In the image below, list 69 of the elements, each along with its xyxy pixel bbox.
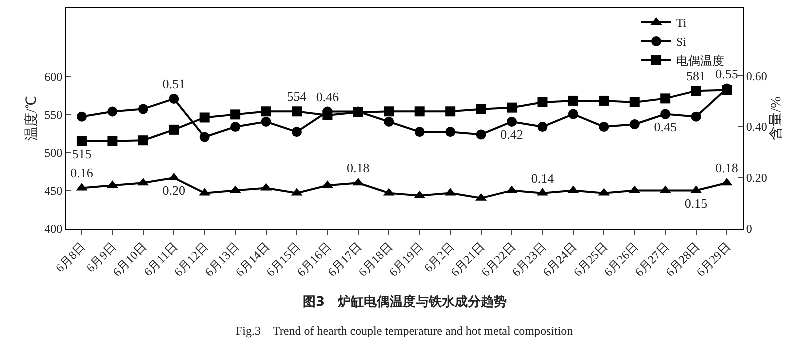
point bbox=[230, 122, 241, 132]
data-label: 581 bbox=[686, 68, 706, 84]
data-label: 0.45 bbox=[654, 119, 677, 134]
data-label: 0.16 bbox=[70, 166, 94, 181]
point bbox=[292, 127, 302, 138]
legend-label: Si bbox=[676, 35, 688, 50]
y2-tick-label: 0.20 bbox=[746, 171, 768, 186]
y2-axis-title: 含量/% bbox=[768, 96, 785, 140]
point bbox=[507, 102, 518, 113]
point bbox=[414, 106, 425, 117]
point bbox=[292, 106, 302, 117]
point bbox=[76, 112, 87, 122]
point bbox=[384, 116, 394, 127]
data-label: 0.18 bbox=[347, 160, 370, 176]
data-label: 0.51 bbox=[162, 76, 186, 92]
point bbox=[169, 124, 180, 135]
point bbox=[446, 106, 456, 117]
text: 图3 炉缸电偶温度与铁水成分趋势 bbox=[303, 294, 508, 310]
point bbox=[568, 109, 578, 120]
point bbox=[507, 116, 518, 127]
point bbox=[108, 136, 118, 146]
point bbox=[384, 106, 394, 117]
legend-label: 电偶温度 bbox=[676, 54, 724, 68]
point bbox=[660, 94, 671, 104]
y2-tick-label: 0 bbox=[746, 222, 752, 236]
data-label: 0.15 bbox=[684, 196, 708, 211]
point bbox=[599, 122, 610, 132]
y-axis-title: 温度/℃ bbox=[24, 96, 40, 141]
point bbox=[169, 94, 180, 104]
legend-label: Ti bbox=[676, 16, 688, 30]
point bbox=[568, 96, 578, 106]
point bbox=[414, 127, 425, 138]
point bbox=[630, 119, 640, 130]
point bbox=[660, 109, 671, 120]
point bbox=[138, 136, 148, 146]
point bbox=[200, 132, 210, 142]
data-label: 0.18 bbox=[716, 160, 738, 176]
y-tick-label: 400 bbox=[44, 222, 63, 236]
data-label: 0.46 bbox=[316, 89, 340, 104]
y-tick-label: 500 bbox=[44, 146, 63, 160]
y2-tick-label: 0.60 bbox=[746, 69, 768, 84]
data-label: 0.42 bbox=[500, 126, 524, 142]
point bbox=[138, 104, 148, 114]
point bbox=[538, 122, 548, 132]
y2-tick-label: 0.40 bbox=[746, 120, 768, 134]
point bbox=[691, 112, 702, 122]
data-label: 0.20 bbox=[162, 183, 186, 198]
y-tick-label: 450 bbox=[44, 184, 63, 198]
point bbox=[691, 86, 702, 96]
point bbox=[261, 116, 272, 127]
point bbox=[630, 98, 640, 108]
point bbox=[599, 96, 610, 106]
point bbox=[446, 127, 456, 138]
data-label: 554 bbox=[287, 89, 308, 104]
point bbox=[538, 98, 548, 108]
point bbox=[76, 136, 87, 146]
point bbox=[108, 106, 118, 117]
data-label: 0.14 bbox=[531, 170, 555, 186]
y-tick-label: 550 bbox=[44, 108, 63, 122]
data-label: 515 bbox=[72, 146, 92, 162]
data-label: 0.55 bbox=[716, 66, 738, 82]
point bbox=[476, 104, 486, 114]
point bbox=[200, 112, 210, 123]
point bbox=[261, 106, 272, 117]
point bbox=[476, 130, 486, 140]
x-tick-label: 6月8日 bbox=[52, 240, 88, 276]
y-tick-label: 600 bbox=[44, 70, 63, 84]
point bbox=[230, 110, 241, 120]
text: Fig.3 Trend of hearth couple temperature and hot metal composition bbox=[236, 324, 574, 338]
